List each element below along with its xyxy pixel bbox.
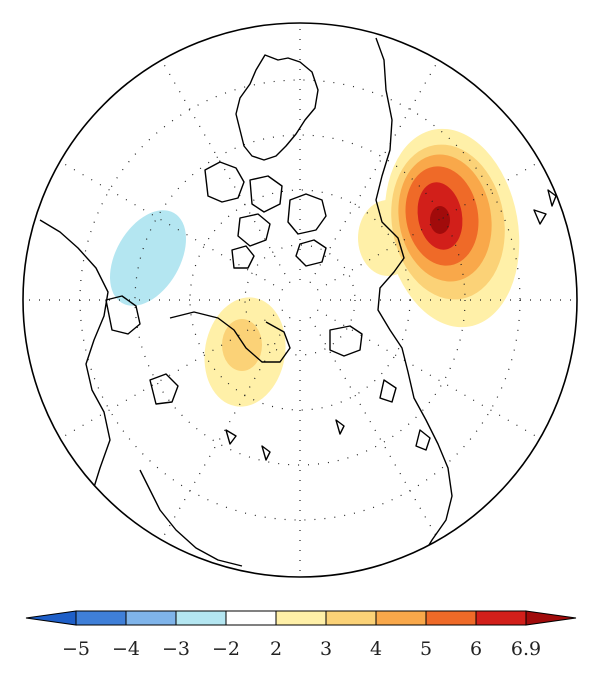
- anomaly-shading: [110, 128, 520, 407]
- colorbar-box: [75, 610, 127, 626]
- colorbar-tick-label: −4: [112, 638, 140, 660]
- russia-far-east: [139, 469, 243, 567]
- colorbar-tick-label: 4: [370, 638, 382, 660]
- alaska: [105, 295, 179, 405]
- colorbar-tick-label: −2: [212, 638, 240, 660]
- eurasia-coast: [375, 37, 453, 577]
- colorbar-tick-label: −3: [162, 638, 190, 660]
- colorbar-extend-under: [25, 610, 77, 626]
- polar-map: [22, 22, 578, 578]
- colorbar-boxes: [25, 610, 577, 626]
- coastlines: [39, 37, 557, 577]
- colorbar: −5 −4 −3 −2 2 3 4 5 6 6.9: [25, 610, 577, 660]
- colorbar-box: [325, 610, 377, 626]
- graticule: [23, 23, 577, 577]
- greenland: [235, 54, 319, 161]
- anomaly-max-east: [384, 128, 520, 328]
- colorbar-box: [275, 610, 327, 626]
- scandinavia: [533, 189, 557, 225]
- colorbar-tick-label: 6.9: [511, 638, 541, 660]
- colorbar-box: [175, 610, 227, 626]
- colorbar-tick-labels: −5 −4 −3 −2 2 3 4 5 6 6.9: [62, 638, 541, 660]
- colorbar-tick-label: −5: [62, 638, 90, 660]
- north-america-coast: [39, 219, 111, 501]
- anomaly-negative-west: [110, 210, 186, 306]
- colorbar-extend-over: [525, 610, 577, 626]
- colorbar-box: [125, 610, 177, 626]
- anomaly-positive-south: [204, 297, 286, 407]
- central-canada: [169, 311, 291, 363]
- colorbar-box: [425, 610, 477, 626]
- siberia-coast: [329, 325, 431, 451]
- colorbar-tick-label: 3: [320, 638, 332, 660]
- globe-outline: [22, 22, 578, 578]
- colorbar-box: [475, 610, 527, 626]
- colorbar-tick-label: 6: [470, 638, 482, 660]
- colorbar-tick-label: 2: [270, 638, 282, 660]
- latitude-circle: [244, 244, 356, 356]
- canadian-archipelago: [204, 161, 327, 269]
- colorbar-tick-label: 5: [420, 638, 432, 660]
- latitude-circle: [134, 134, 466, 466]
- colorbar-box: [375, 610, 427, 626]
- colorbar-box: [225, 610, 277, 626]
- small-islands: [225, 419, 345, 461]
